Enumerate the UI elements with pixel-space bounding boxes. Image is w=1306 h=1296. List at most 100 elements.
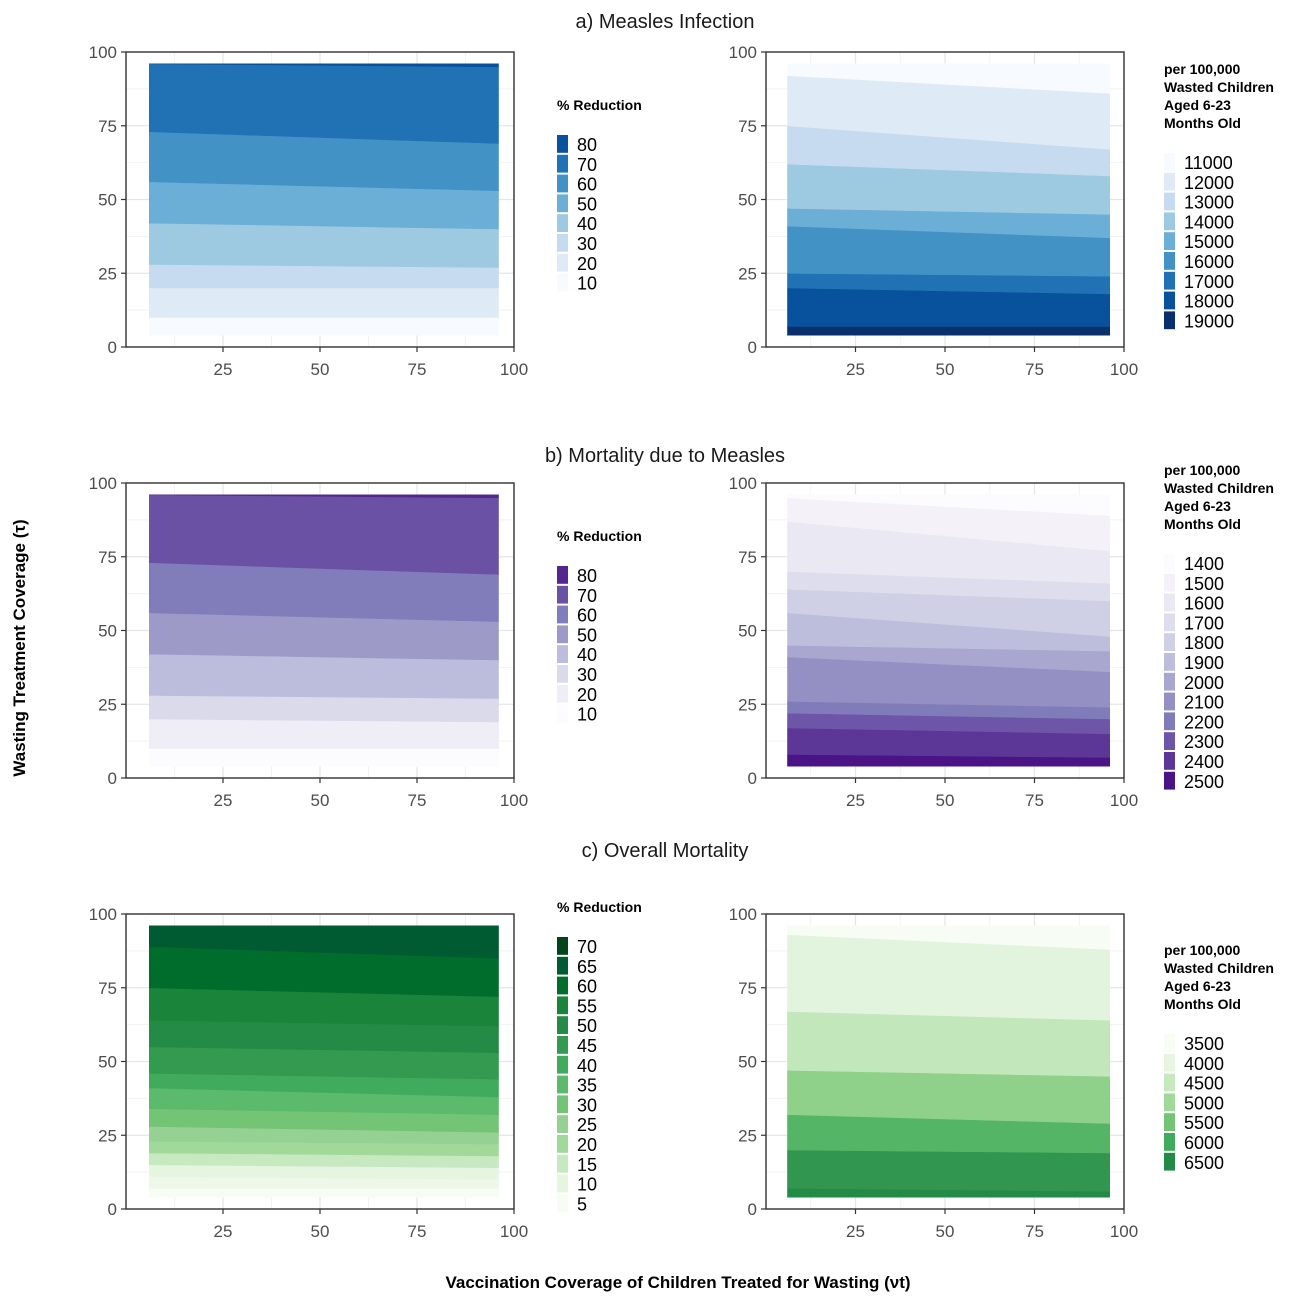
legend-label: 50 bbox=[577, 1016, 597, 1036]
legend-label: 1500 bbox=[1184, 574, 1224, 594]
legend-title: Months Old bbox=[1164, 115, 1241, 131]
chart-panel-c-right: 0 25 50 75 100 25 50 75 100 per 100,000 Wasted Chi… bbox=[729, 905, 1274, 1241]
y-tick-label: 50 bbox=[738, 622, 757, 641]
x-tick-label: 50 bbox=[936, 360, 955, 379]
chart-panel-a-right: 0 25 50 75 100 25 50 75 100 per 100,000 Wasted Chi… bbox=[729, 43, 1274, 379]
legend-label: 11000 bbox=[1184, 153, 1233, 173]
y-tick-label: 75 bbox=[738, 117, 757, 136]
row-title-a: a) Measles Infection bbox=[576, 11, 755, 33]
contour-band-4 bbox=[787, 1011, 1110, 1077]
legend-label: 2500 bbox=[1184, 772, 1224, 792]
legend-swatch bbox=[557, 1194, 568, 1213]
legend-label: 40 bbox=[577, 645, 597, 665]
y-tick-label: 75 bbox=[738, 548, 757, 567]
x-tick-label: 25 bbox=[214, 1222, 233, 1241]
y-tick-label: 100 bbox=[89, 43, 117, 62]
legend-title: Aged 6-23 bbox=[1164, 978, 1231, 994]
x-tick-label: 100 bbox=[1110, 791, 1138, 810]
contour-band-0 bbox=[149, 748, 499, 767]
legend-label: 1900 bbox=[1184, 653, 1224, 673]
contour-band-3 bbox=[787, 1069, 1110, 1124]
legend-label: 20 bbox=[577, 254, 597, 274]
x-tick-label: 50 bbox=[311, 791, 330, 810]
x-tick-label: 25 bbox=[214, 791, 233, 810]
legend-swatch bbox=[1164, 1113, 1175, 1131]
contour-band-13 bbox=[149, 925, 499, 959]
x-tick-label: 75 bbox=[408, 360, 427, 379]
legend-label: 6000 bbox=[1184, 1133, 1224, 1153]
x-tick-label: 50 bbox=[311, 360, 330, 379]
y-tick-label: 100 bbox=[729, 905, 757, 924]
legend-title: Wasted Children bbox=[1164, 480, 1274, 496]
legend-title: Wasted Children bbox=[1164, 79, 1274, 95]
y-tick-label: 0 bbox=[748, 1200, 757, 1219]
y-tick-label: 100 bbox=[89, 905, 117, 924]
contour-band-8 bbox=[787, 63, 1110, 94]
legend-label: 15000 bbox=[1184, 232, 1234, 252]
y-tick-label: 0 bbox=[748, 338, 757, 357]
legend-label: 19000 bbox=[1184, 311, 1234, 331]
contour-band-7 bbox=[149, 63, 499, 68]
legend-label: 1700 bbox=[1184, 613, 1224, 633]
y-tick-label: 75 bbox=[98, 117, 117, 136]
contour-band-1 bbox=[149, 287, 499, 318]
y-axis-label: Wasting Treatment Coverage (τ) bbox=[10, 519, 29, 776]
legend-swatch bbox=[557, 625, 568, 644]
legend-swatch bbox=[557, 253, 568, 272]
legend-label: 1400 bbox=[1184, 554, 1224, 574]
x-tick-label: 75 bbox=[1025, 360, 1044, 379]
legend-label: 70 bbox=[577, 937, 597, 957]
legend-label: 50 bbox=[577, 625, 597, 645]
legend-label: 60 bbox=[577, 175, 597, 195]
legend-swatch bbox=[1164, 613, 1175, 632]
legend-label: 60 bbox=[577, 606, 597, 626]
legend-swatch bbox=[1164, 192, 1175, 211]
x-tick-label: 75 bbox=[1025, 791, 1044, 810]
legend-label: 3500 bbox=[1184, 1034, 1224, 1054]
legend-swatch bbox=[557, 1055, 568, 1074]
y-tick-label: 75 bbox=[98, 548, 117, 567]
legend-swatch bbox=[557, 605, 568, 624]
legend-swatch bbox=[557, 566, 568, 584]
legend-swatch bbox=[1164, 672, 1175, 691]
legend-swatch bbox=[1164, 653, 1175, 671]
legend-label: 4000 bbox=[1184, 1054, 1224, 1074]
contour-band-0 bbox=[149, 1188, 499, 1198]
legend-label: 60 bbox=[577, 977, 597, 997]
legend-label: 2400 bbox=[1184, 752, 1224, 772]
x-tick-label: 75 bbox=[408, 791, 427, 810]
legend-title: per 100,000 bbox=[1164, 942, 1240, 958]
legend-swatch bbox=[1164, 732, 1175, 750]
x-tick-label: 100 bbox=[500, 791, 528, 810]
legend-swatch bbox=[557, 665, 568, 683]
legend-label: 80 bbox=[577, 135, 597, 155]
y-tick-label: 50 bbox=[738, 1053, 757, 1072]
legend: per 100,000 Wasted Children Aged 6-23 Month… bbox=[1164, 942, 1274, 1173]
legend-swatch bbox=[557, 154, 568, 173]
legend-swatch bbox=[1164, 271, 1175, 290]
legend-label: 65 bbox=[577, 957, 597, 977]
legend-swatch bbox=[557, 704, 568, 723]
legend-swatch bbox=[1164, 212, 1175, 231]
legend-swatch bbox=[557, 585, 568, 604]
legend-swatch bbox=[557, 273, 568, 292]
contour-band-6 bbox=[149, 494, 499, 575]
legend-label: 16000 bbox=[1184, 252, 1234, 272]
legend-label: 20 bbox=[577, 1135, 597, 1155]
legend-title: % Reduction bbox=[557, 528, 642, 544]
legend-swatch bbox=[1164, 1073, 1175, 1092]
legend-swatch bbox=[1164, 712, 1175, 731]
y-tick-label: 25 bbox=[98, 264, 117, 283]
y-tick-label: 25 bbox=[738, 264, 757, 283]
legend-label: 2200 bbox=[1184, 712, 1224, 732]
legend-label: 13000 bbox=[1184, 193, 1234, 213]
legend-label: 15 bbox=[577, 1155, 597, 1175]
legend-swatch bbox=[1164, 291, 1175, 310]
legend-swatch bbox=[557, 1095, 568, 1114]
y-tick-label: 25 bbox=[738, 1126, 757, 1145]
legend-label: 40 bbox=[577, 214, 597, 234]
